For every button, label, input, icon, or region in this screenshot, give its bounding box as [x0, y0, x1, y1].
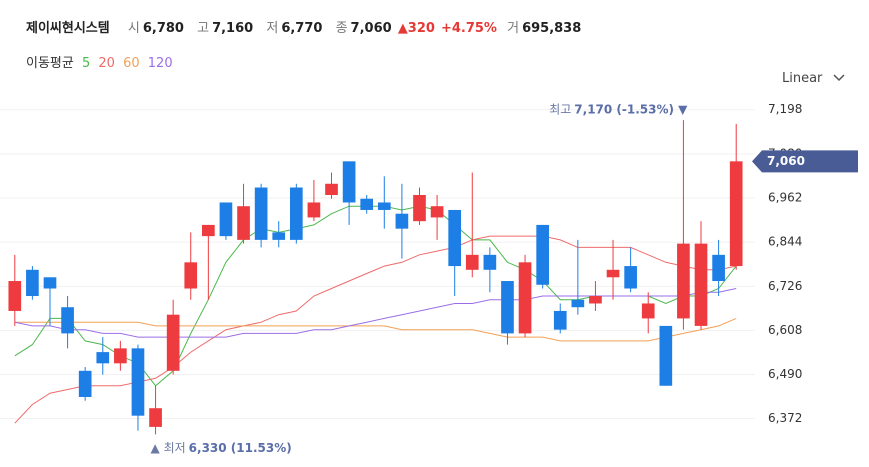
candle-body — [78, 370, 92, 397]
scale-selector[interactable]: Linear — [782, 71, 845, 86]
close-label: 종 — [335, 21, 348, 36]
low-value: 6,770 — [281, 21, 323, 36]
candle-body — [483, 254, 497, 270]
candle-body — [430, 206, 444, 218]
candle-body — [448, 209, 462, 267]
scale-selector-label: Linear — [782, 71, 823, 86]
chevron — [833, 74, 845, 82]
candle-body — [26, 269, 39, 296]
legend-item: 5 — [81, 56, 91, 71]
max-annotation-text: 7,170 (-1.53%) ▼ — [574, 103, 688, 117]
open-value: 6,780 — [142, 21, 184, 36]
y-tick-label: 6,726 — [768, 279, 802, 293]
candle-body — [624, 266, 637, 289]
candle-body — [589, 295, 602, 304]
candle-body — [641, 303, 655, 319]
y-tick-label: 6,608 — [768, 323, 802, 337]
candle-body — [289, 187, 303, 240]
candle-body — [694, 243, 708, 326]
candle-body — [342, 161, 356, 203]
candle-body — [149, 408, 162, 427]
candle-body — [659, 325, 673, 386]
candle-body — [553, 310, 567, 330]
y-tick-label: 7,198 — [768, 102, 802, 116]
candle-body — [536, 224, 549, 285]
candle-body — [729, 161, 743, 267]
candle-body — [395, 213, 409, 229]
change-pct: +4.75% — [440, 21, 497, 36]
candle-body — [8, 281, 22, 311]
candle-body — [377, 202, 391, 210]
y-tick-label: 6,844 — [768, 235, 802, 249]
candle-body — [96, 352, 110, 364]
close-value: 7,060 — [350, 21, 392, 36]
candle-body — [712, 254, 725, 282]
candle-body — [307, 202, 321, 218]
candle-body — [413, 194, 426, 222]
header: 제이씨현시스템 시 6,780 고 7,160 저 6,770 종 7,060 ▲320… — [26, 17, 590, 36]
moving-average-line — [14, 235, 737, 424]
candle-body — [114, 348, 127, 364]
candle-body — [571, 299, 585, 308]
moving-average-line — [14, 317, 737, 342]
moving-average-line — [14, 288, 737, 338]
current-price-label: 7,060 — [767, 154, 805, 168]
candle-body — [237, 206, 250, 240]
candle-body — [677, 243, 690, 319]
candle-body — [61, 307, 74, 334]
candle-body — [325, 183, 338, 195]
y-tick-label: 6,490 — [768, 367, 802, 381]
min-annotation-label: ▲ 최저 — [151, 441, 186, 455]
current-price-badge — [752, 150, 858, 173]
candle-body — [166, 314, 180, 371]
stock-name: 제이씨현시스템 — [26, 21, 110, 36]
candle-body — [360, 198, 374, 210]
y-tick-label: 6,372 — [768, 411, 802, 425]
candle-body — [43, 277, 57, 289]
volume-label: 거 — [507, 21, 520, 36]
candle-body — [202, 224, 215, 237]
candle-body — [606, 269, 620, 278]
legend-title: 이동평균 — [26, 56, 74, 71]
candle-body — [518, 262, 532, 334]
candle-body — [184, 262, 198, 289]
change: ▲320 — [397, 21, 435, 36]
legend-item: 20 — [98, 56, 115, 71]
volume-value: 695,838 — [522, 21, 582, 36]
candle-body — [272, 232, 286, 240]
high-value: 7,160 — [212, 21, 254, 36]
legend-item: 60 — [123, 56, 140, 71]
open-label: 시 — [127, 21, 140, 36]
low-label: 저 — [266, 21, 279, 36]
high-label: 고 — [197, 21, 210, 36]
legend-item: 120 — [147, 56, 173, 71]
legend: 이동평균 5 20 60 120 — [26, 52, 177, 71]
min-annotation-text: 6,330 (11.53%) — [189, 441, 292, 455]
candle-body — [254, 187, 268, 240]
candle-body — [219, 202, 233, 237]
candle-body — [465, 254, 479, 270]
y-tick-label: 6,962 — [768, 190, 802, 204]
max-annotation-label: 최고 — [549, 103, 571, 117]
candle-body — [131, 348, 145, 416]
candle-body — [501, 281, 514, 334]
